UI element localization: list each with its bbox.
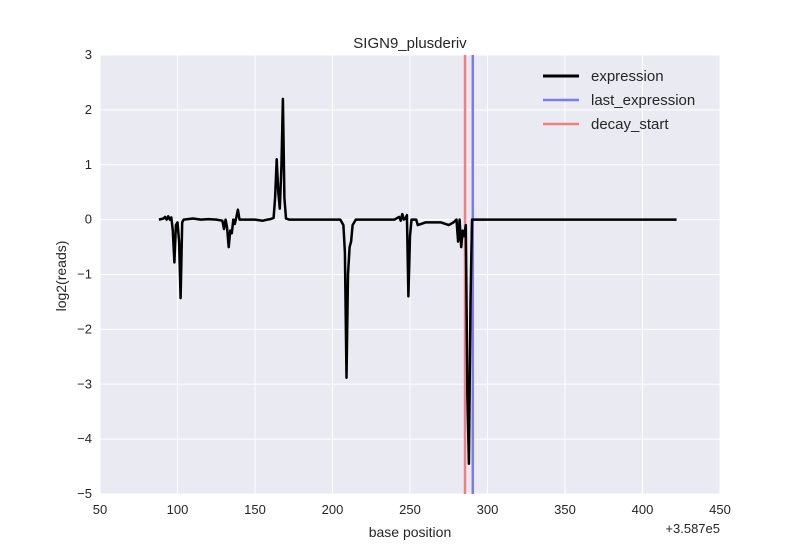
x-tick-label: 350 [554, 502, 576, 517]
x-tick-label: 400 [632, 502, 654, 517]
x-tick-label: 50 [93, 502, 107, 517]
x-offset-text: +3.587e5 [665, 521, 720, 536]
x-tick-label: 200 [322, 502, 344, 517]
x-tick-label: 150 [244, 502, 266, 517]
y-tick-label: 2 [85, 102, 92, 117]
legend: expression last_expression decay_start [543, 68, 695, 133]
x-tick-label: 250 [399, 502, 421, 517]
legend-label-expression: expression [591, 68, 664, 85]
legend-label-decay-start: decay_start [591, 116, 669, 133]
x-tick-labels: 50 100 150 200 250 300 350 400 450 [93, 502, 731, 517]
y-tick-label: −3 [77, 376, 92, 391]
legend-label-last-expression: last_expression [591, 92, 695, 109]
y-tick-label: −4 [77, 431, 92, 446]
x-tick-label: 300 [477, 502, 499, 517]
expression-series-line [158, 97, 677, 466]
y-tick-labels: −5 −4 −3 −2 −1 0 1 2 3 [77, 47, 92, 501]
y-axis-label: log2(reads) [53, 241, 69, 312]
y-tick-label: −5 [77, 486, 92, 501]
y-tick-label: 0 [85, 212, 92, 227]
x-tick-label: 100 [167, 502, 189, 517]
chart-title: SIGN9_plusderiv [353, 35, 467, 52]
y-tick-label: 1 [85, 157, 92, 172]
series-lines [158, 97, 677, 466]
y-tick-label: −1 [77, 267, 92, 282]
x-axis-label: base position [369, 524, 452, 540]
y-tick-label: −2 [77, 321, 92, 336]
x-tick-label: 450 [709, 502, 731, 517]
y-tick-label: 3 [85, 47, 92, 62]
